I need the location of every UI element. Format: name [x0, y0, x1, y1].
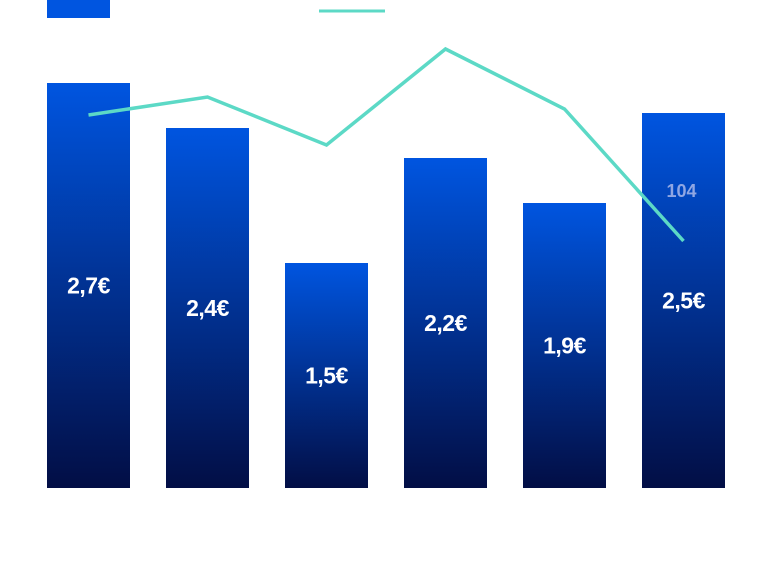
bar-1	[47, 83, 130, 488]
line-point-label-6: 104	[666, 181, 696, 201]
bar-series	[47, 83, 725, 488]
bar-6	[642, 113, 725, 488]
data-labels: 2,7€ 2,4€ 1,5€ 2,2€ 1,9€ 2,5€ 104	[67, 181, 706, 389]
bar-4	[404, 158, 487, 488]
bar-label-5: 1,9€	[543, 333, 586, 359]
line-path	[88, 46, 685, 243]
bar-3	[285, 263, 368, 488]
bar-label-4: 2,2€	[424, 310, 467, 336]
bar-label-6: 2,5€	[662, 288, 705, 314]
bar-label-3: 1,5€	[305, 363, 348, 389]
bar-2	[166, 128, 249, 488]
legend	[47, 0, 385, 18]
line-series	[88, 46, 685, 243]
bar-label-2: 2,4€	[186, 295, 229, 321]
legend-bar-swatch	[47, 0, 110, 18]
bar-label-1: 2,7€	[67, 273, 110, 299]
bar-5	[523, 203, 606, 488]
